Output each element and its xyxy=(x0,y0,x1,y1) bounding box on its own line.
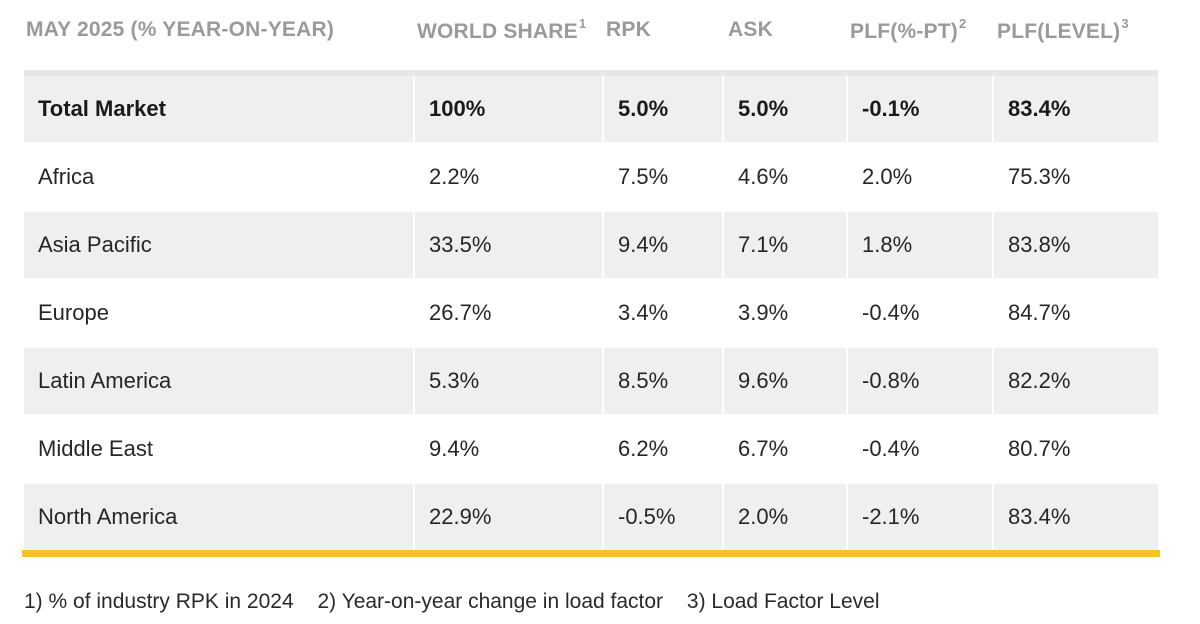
column-header-plf-level: PLF(LEVEL)3 xyxy=(997,16,1129,43)
cell-region: Total Market xyxy=(24,76,413,142)
cell-region: Latin America xyxy=(24,348,413,414)
cell-world-share: 33.5% xyxy=(415,212,602,278)
table-row: Middle East 9.4% 6.2% 6.7% -0.4% 80.7% xyxy=(24,416,1158,482)
cell-ask: 4.6% xyxy=(738,164,789,189)
footnotes: 1) % of industry RPK in 2024 2) Year-on-… xyxy=(24,590,898,614)
cell-plf-pt: -0.1% xyxy=(848,76,992,142)
cell-region: Africa xyxy=(38,164,95,189)
cell-plf-level: 80.7% xyxy=(1008,436,1071,461)
table-header: MAY 2025 (% YEAR-ON-YEAR) WORLD SHARE1 R… xyxy=(24,0,1158,70)
column-header-plf-pt: PLF(%-PT)2 xyxy=(850,16,967,43)
cell-plf-pt: -2.1% xyxy=(848,484,992,550)
cell-region: Middle East xyxy=(38,436,153,461)
table-row: Asia Pacific 33.5% 9.4% 7.1% 1.8% 83.8% xyxy=(24,212,1158,278)
footnote-marker-3: 3 xyxy=(1121,16,1129,31)
cell-world-share: 26.7% xyxy=(429,300,492,325)
cell-ask: 3.9% xyxy=(738,300,789,325)
cell-rpk: 5.0% xyxy=(604,76,722,142)
cell-plf-pt: -0.4% xyxy=(862,436,920,461)
column-header-rpk: RPK xyxy=(606,18,651,41)
footnote-3: 3) Load Factor Level xyxy=(686,590,880,613)
cell-ask: 6.7% xyxy=(738,436,789,461)
cell-plf-level: 75.3% xyxy=(1008,164,1071,189)
cell-rpk: 9.4% xyxy=(604,212,722,278)
cell-rpk: 8.5% xyxy=(604,348,722,414)
cell-world-share: 9.4% xyxy=(429,436,480,461)
footnote-2: 2) Year-on-year change in load factor xyxy=(317,590,664,613)
cell-plf-pt: -0.8% xyxy=(848,348,992,414)
table-row: North America 22.9% -0.5% 2.0% -2.1% 83.4% xyxy=(24,484,1158,550)
cell-rpk: 3.4% xyxy=(618,300,669,325)
cell-rpk: 7.5% xyxy=(618,164,669,189)
cell-plf-pt: 2.0% xyxy=(862,164,913,189)
header-divider xyxy=(24,70,1158,76)
cell-world-share: 2.2% xyxy=(429,164,480,189)
data-table: MAY 2025 (% YEAR-ON-YEAR) WORLD SHARE1 R… xyxy=(22,0,1160,613)
footnote-1: 1) % of industry RPK in 2024 xyxy=(24,590,294,613)
cell-ask: 7.1% xyxy=(724,212,846,278)
table-row: Latin America 5.3% 8.5% 9.6% -0.8% 82.2% xyxy=(24,348,1158,414)
cell-region: Europe xyxy=(38,300,109,325)
table-row-total: Total Market 100% 5.0% 5.0% -0.1% 83.4% xyxy=(24,76,1158,142)
cell-plf-level: 83.4% xyxy=(994,76,1158,142)
column-header-period: MAY 2025 (% YEAR-ON-YEAR) xyxy=(26,18,335,41)
cell-plf-pt: 1.8% xyxy=(848,212,992,278)
cell-world-share: 100% xyxy=(415,76,602,142)
cell-world-share: 5.3% xyxy=(415,348,602,414)
table-row: Africa 2.2% 7.5% 4.6% 2.0% 75.3% xyxy=(24,144,1158,210)
cell-ask: 9.6% xyxy=(724,348,846,414)
footnote-marker-1: 1 xyxy=(578,16,587,31)
cell-ask: 2.0% xyxy=(724,484,846,550)
column-header-ask: ASK xyxy=(728,18,773,41)
table-body: Total Market 100% 5.0% 5.0% -0.1% 83.4% Africa… xyxy=(24,76,1158,552)
footnote-marker-2: 2 xyxy=(958,16,967,31)
cell-plf-level: 82.2% xyxy=(994,348,1158,414)
cell-rpk: 6.2% xyxy=(618,436,669,461)
cell-plf-level: 83.8% xyxy=(994,212,1158,278)
cell-region: North America xyxy=(24,484,413,550)
cell-ask: 5.0% xyxy=(724,76,846,142)
accent-rule xyxy=(22,550,1160,557)
cell-world-share: 22.9% xyxy=(415,484,602,550)
cell-plf-level: 83.4% xyxy=(994,484,1158,550)
cell-rpk: -0.5% xyxy=(604,484,722,550)
cell-plf-level: 84.7% xyxy=(1008,300,1071,325)
cell-region: Asia Pacific xyxy=(24,212,413,278)
column-header-world-share: WORLD SHARE1 xyxy=(417,16,587,43)
cell-plf-pt: -0.4% xyxy=(862,300,920,325)
table-row: Europe 26.7% 3.4% 3.9% -0.4% 84.7% xyxy=(24,280,1158,346)
